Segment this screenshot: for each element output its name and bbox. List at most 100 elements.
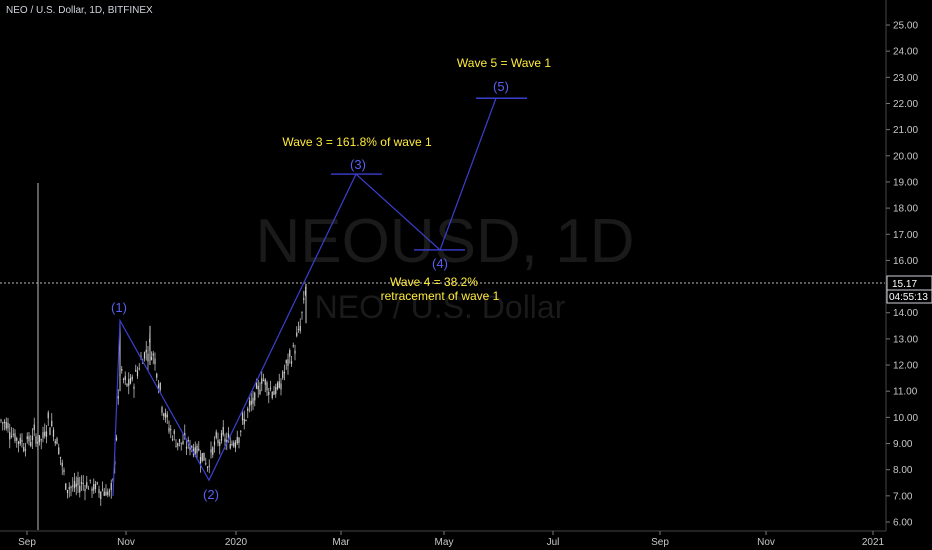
- x-tick-label: Sep: [18, 537, 36, 548]
- candle-body: [84, 489, 86, 492]
- candle-body: [161, 407, 163, 413]
- candle-body: [105, 491, 107, 496]
- candle-body: [289, 350, 291, 357]
- candle-body: [10, 435, 13, 437]
- candle-body: [238, 437, 240, 444]
- candle-body: [38, 435, 41, 443]
- wave-label: (2): [203, 487, 219, 502]
- y-tick-label: 20.00: [893, 151, 918, 162]
- last-price-value: 15.17: [892, 279, 917, 290]
- candle-body: [208, 465, 210, 467]
- x-tick-label: Jul: [547, 537, 560, 548]
- candle-body: [227, 433, 230, 438]
- wave-path[interactable]: [112, 98, 497, 496]
- candle-body: [128, 379, 130, 386]
- candle-body: [23, 447, 25, 452]
- candle-body: [117, 396, 119, 399]
- candle-body: [91, 488, 93, 492]
- candle-body: [122, 378, 125, 380]
- candle-body: [236, 437, 238, 444]
- candle-body: [252, 397, 254, 404]
- time-axis[interactable]: Sep Nov 2020 Mar May Jul Sep Nov 2021: [18, 531, 885, 548]
- y-tick-label: 8.00: [893, 465, 913, 476]
- candle-body: [212, 447, 214, 455]
- candle-body: [12, 434, 14, 436]
- x-tick-label: 2021: [862, 537, 885, 548]
- candle-body: [203, 452, 205, 461]
- candle-body: [96, 482, 98, 484]
- y-tick-label: 25.00: [893, 21, 918, 32]
- candle-body: [206, 466, 209, 468]
- candle-body: [187, 440, 189, 442]
- candle-body: [290, 361, 293, 364]
- candle-body: [205, 463, 207, 465]
- wave-label: (1): [111, 300, 127, 315]
- candle-body: [143, 352, 146, 359]
- x-tick-label: May: [435, 537, 454, 548]
- candle-body: [294, 350, 296, 354]
- candle-body: [86, 482, 88, 488]
- x-tick-label: 2020: [225, 537, 248, 548]
- x-tick-label: Mar: [332, 537, 350, 548]
- candle-body: [180, 442, 182, 444]
- candle-body: [59, 456, 62, 459]
- candle-body: [215, 431, 217, 438]
- candle-body: [264, 379, 266, 385]
- candle-body: [245, 420, 247, 422]
- candle-body: [87, 488, 90, 490]
- y-tick-label: 18.00: [893, 204, 918, 215]
- candle-body: [24, 449, 27, 451]
- candle-body: [217, 439, 219, 444]
- y-tick-label: 12.00: [893, 361, 918, 372]
- candle-body: [145, 349, 147, 353]
- candle-body: [213, 441, 216, 446]
- candle-body: [266, 382, 268, 391]
- candle-body: [287, 359, 289, 367]
- candle-body: [94, 484, 97, 490]
- candle-body: [248, 400, 251, 407]
- candle-body: [271, 392, 273, 398]
- countdown-badge: 04:55:13: [886, 289, 932, 304]
- y-tick-label: 16.00: [893, 256, 918, 267]
- candle-body: [269, 387, 272, 389]
- y-tick-label: 22.00: [893, 99, 918, 110]
- candle-body: [261, 378, 263, 384]
- candle-body: [79, 485, 81, 493]
- candle-body: [49, 427, 51, 436]
- y-tick-label: 17.00: [893, 230, 918, 241]
- candle-body: [257, 385, 259, 390]
- candle-body: [194, 447, 196, 455]
- candle-body: [77, 477, 79, 486]
- candle-body: [229, 444, 231, 449]
- candle-body: [9, 432, 11, 440]
- candle-body: [233, 442, 235, 447]
- candle-body: [126, 383, 128, 386]
- candle-body: [163, 413, 165, 417]
- price-axis[interactable]: 25.00 24.00 23.00 22.00 21.00 20.00 19.00 18.00…: [886, 21, 918, 529]
- candle-body: [210, 449, 212, 453]
- candle-body: [164, 412, 167, 418]
- candle-body: [273, 391, 275, 395]
- candle-body: [112, 478, 114, 481]
- candle-body: [31, 435, 34, 441]
- y-tick-label: 9.00: [893, 439, 913, 450]
- candle-body: [40, 439, 42, 441]
- candle-body: [268, 391, 270, 395]
- candle-body: [108, 490, 111, 492]
- candle-body: [19, 437, 21, 444]
- candle-body: [296, 332, 298, 337]
- candle-body: [222, 427, 224, 435]
- candle-body: [157, 384, 160, 389]
- candle-body: [54, 441, 56, 444]
- candle-body: [44, 431, 46, 437]
- candle-body: [156, 373, 158, 378]
- annotation-wave3: Wave 3 = 161.8% of wave 1: [282, 135, 432, 149]
- candle-body: [101, 489, 104, 491]
- candle-body: [184, 432, 186, 438]
- elliott-wave-drawing[interactable]: [112, 97, 527, 496]
- candle-body: [185, 446, 188, 449]
- candle-body: [275, 387, 277, 395]
- symbol-watermark: NEOUSD, 1D NEO / U.S. Dollar: [256, 207, 635, 325]
- candle-body: [33, 424, 35, 431]
